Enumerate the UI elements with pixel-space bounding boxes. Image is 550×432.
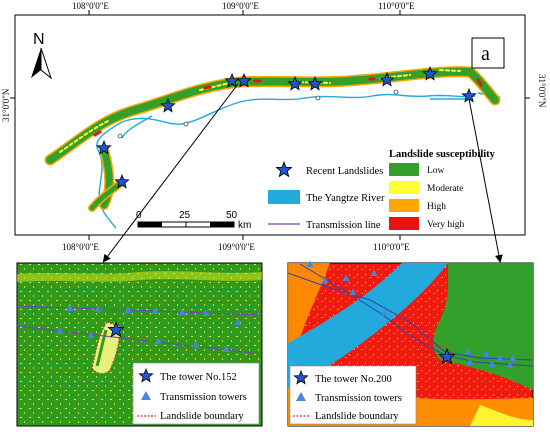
transmission-line-upper: [16, 305, 263, 316]
recent-landslide-stars: [96, 65, 477, 189]
susceptibility-corridor: [44, 66, 501, 212]
transmission-towers: [56, 304, 242, 352]
bottom-tick-1: 108°0'0"E: [62, 242, 99, 252]
inset-right-tower-label: The tower No.200: [315, 374, 392, 385]
class-low: Low: [427, 166, 445, 176]
triangle-icon: [178, 308, 186, 315]
star-icon: [138, 367, 154, 383]
town-markers: [117, 89, 399, 139]
legend-recent-landslides: Recent Landslides: [306, 166, 383, 177]
inset-right-towers-label: Transmission towers: [315, 393, 402, 404]
star-icon: [293, 369, 309, 385]
triangle-icon: [202, 309, 210, 316]
star-icon: [107, 320, 125, 338]
top-tick-2: 109°0'0"E: [222, 1, 259, 11]
legend-left: Recent Landslides The Yangtze River Tran…: [268, 160, 385, 231]
triangle-icon: [482, 350, 490, 357]
bottom-tick-3: 110°0'0"E: [373, 242, 410, 252]
star-icon: [287, 75, 303, 91]
panel-label-box: [471, 37, 505, 69]
inset-left-boundary-label: Landslide boundary: [160, 411, 244, 422]
star-icon: [275, 160, 293, 178]
triangle-icon: [321, 276, 329, 283]
main-map: 108°0'0"E 109°0'0"E 110°0'0"E 108°0'0"E …: [1, 1, 547, 252]
transmission-line-lower: [16, 325, 263, 355]
inset-right: The tower No.200 Transmission towers Lan…: [287, 260, 534, 427]
triangle-icon: [56, 327, 64, 334]
swatch-moderate: [389, 181, 419, 194]
star-icon: [307, 75, 323, 91]
triangle-icon: [234, 318, 242, 325]
swatch-high: [389, 199, 419, 212]
landslide-boundary-200: [425, 345, 453, 360]
class-very-high: Very high: [427, 220, 464, 230]
top-tick-1: 108°0'0"E: [72, 1, 109, 11]
star-icon: [422, 65, 438, 81]
inset-left-legend: [132, 362, 260, 425]
inset-left-towers-label: Transmission towers: [160, 392, 247, 403]
legend-river-swatch: [268, 190, 300, 204]
north-arrow-icon: N: [31, 31, 53, 80]
triangle-icon: [154, 337, 162, 344]
swatch-low: [389, 163, 419, 176]
inset-right-towers: [306, 260, 517, 368]
triangle-icon: [506, 361, 514, 368]
legend-yangtze-river: The Yangtze River: [306, 193, 385, 204]
star-icon: [438, 347, 456, 365]
triangle-icon: [488, 360, 496, 367]
panel-label: a: [481, 43, 490, 65]
north-label: N: [33, 31, 45, 48]
star-icon: [160, 97, 176, 113]
arrow-to-left-inset: [102, 83, 239, 263]
star-icon: [236, 72, 252, 88]
triangle-icon: [124, 306, 132, 313]
triangle-icon: [192, 341, 200, 348]
star-icon: [96, 139, 112, 155]
triangle-icon: [222, 345, 230, 352]
inset-right-line-2: [287, 272, 534, 361]
triangle-icon: [380, 309, 388, 316]
triangle-icon: [66, 304, 74, 311]
triangle-icon: [464, 348, 472, 355]
class-high: High: [427, 202, 446, 212]
scale-unit: km: [238, 220, 251, 231]
bottom-tick-2: 109°0'0"E: [218, 242, 255, 252]
frame-ticks: [10, 10, 530, 240]
inset-right-boundary-label: Landslide boundary: [315, 411, 399, 422]
scale-bar: [137, 221, 235, 228]
legend-transmission-line: Transmission line: [306, 220, 381, 231]
star-icon: [114, 173, 130, 189]
right-tick: 31°0'0"N: [537, 74, 547, 108]
triangle-icon: [141, 391, 151, 400]
left-tick: 31°0'0"N: [1, 88, 11, 122]
class-moderate: Moderate: [427, 184, 463, 194]
triangle-icon: [496, 354, 504, 361]
triangle-icon: [342, 274, 350, 281]
inset-left-tower-label: The tower No.152: [160, 372, 237, 383]
scale-label-50: 50: [226, 210, 238, 221]
triangle-icon: [509, 354, 517, 361]
scale-label-25: 25: [179, 210, 191, 221]
triangle-icon: [87, 331, 95, 338]
inset-left: The tower No.152 Transmission towers Lan…: [16, 262, 263, 427]
star-icon: [379, 71, 395, 87]
legend-susceptibility: Landslide susceptibility Low Moderate Hi…: [389, 149, 496, 230]
inset-right-line-1: [299, 263, 534, 367]
triangle-icon: [466, 358, 474, 365]
arrow-to-right-inset: [468, 98, 503, 263]
swatch-very-high: [389, 217, 419, 230]
triangle-icon: [370, 269, 378, 276]
triangle-icon: [296, 392, 306, 401]
inset-river: [288, 263, 448, 388]
triangle-icon: [151, 307, 159, 314]
triangle-icon: [349, 288, 357, 295]
top-tick-3: 110°0'0"E: [378, 1, 415, 11]
triangle-icon: [94, 305, 102, 312]
legend-susceptibility-title: Landslide susceptibility: [389, 149, 496, 160]
inset-right-legend: [289, 365, 417, 425]
triangle-icon: [306, 260, 314, 267]
